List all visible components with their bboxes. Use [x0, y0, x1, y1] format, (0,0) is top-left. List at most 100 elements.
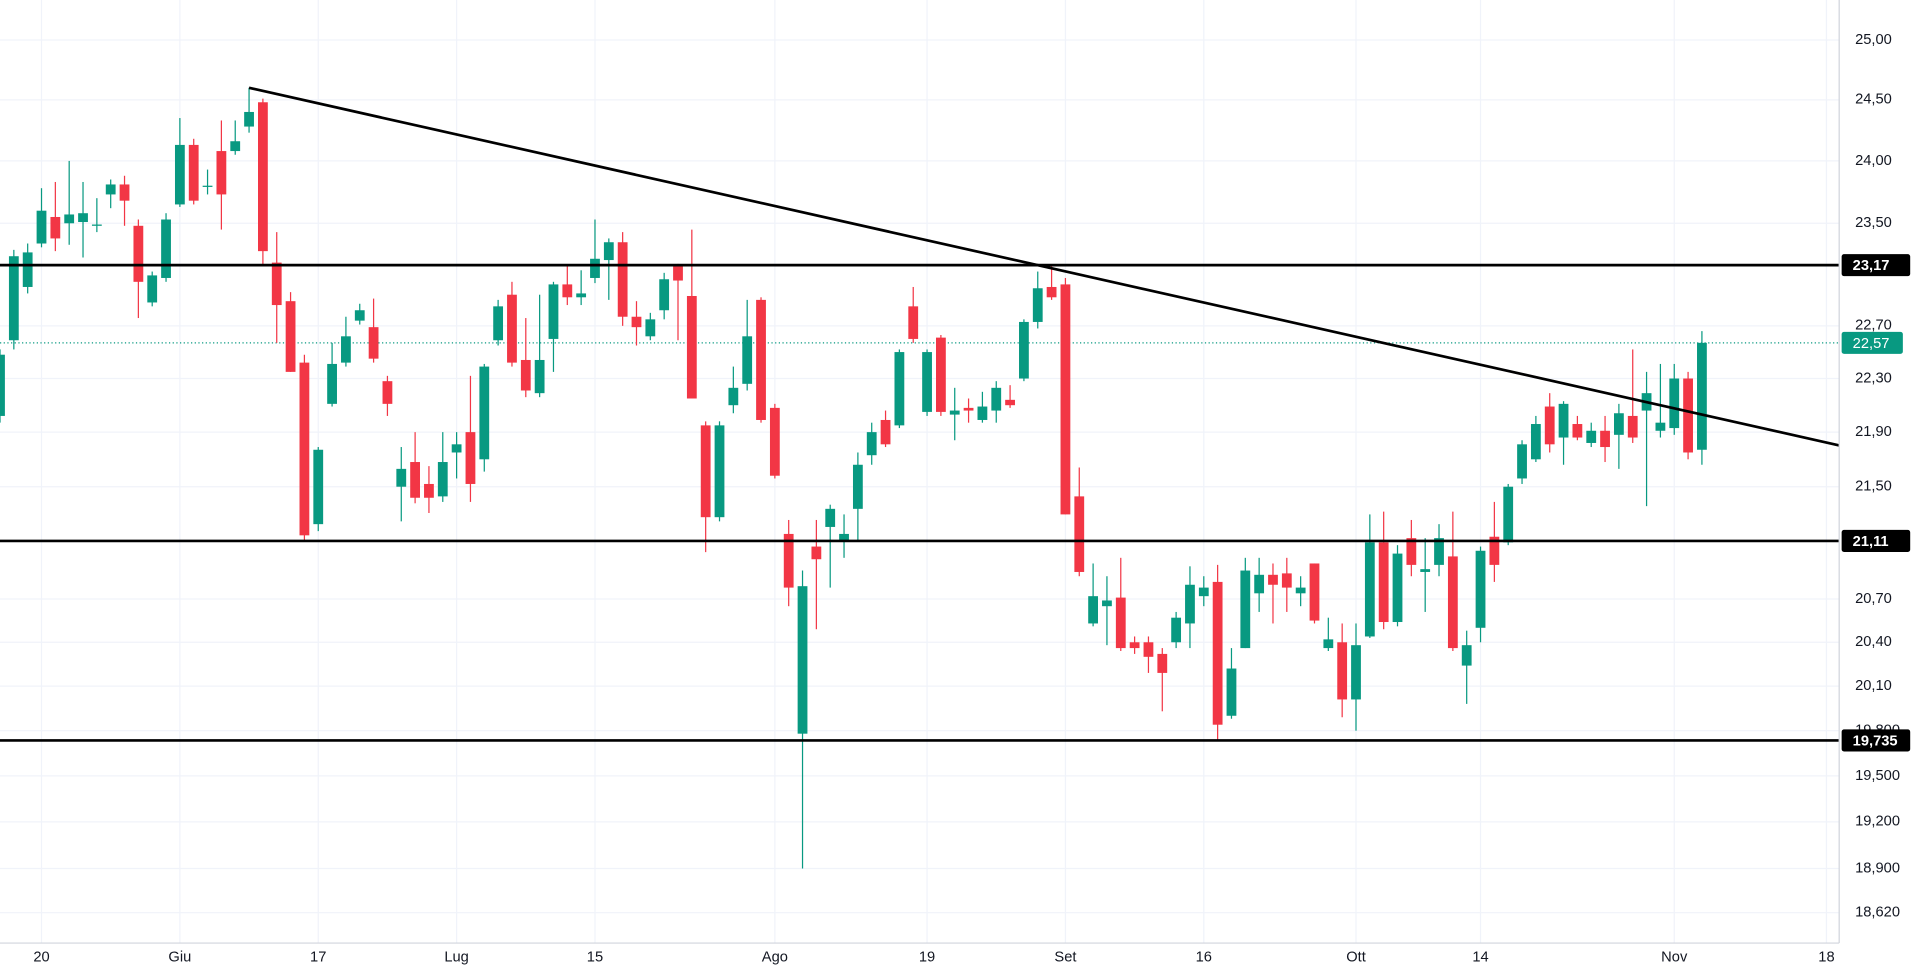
- level-badge: [1841, 529, 1911, 552]
- candle-body: [147, 275, 158, 303]
- x-tick-label: 15: [587, 950, 603, 966]
- axes: 25,00 24,50 24,00 23,50 22,70 22,30 21,90 21,50…: [33, 32, 1900, 966]
- candle-body: [1544, 406, 1555, 445]
- y-tick-label: 25,00: [1855, 32, 1892, 48]
- x-tick-label: 18: [1818, 950, 1834, 966]
- last-price-label: 22,57: [1853, 336, 1890, 352]
- last-price-badge: [1841, 331, 1903, 354]
- candle-body: [1129, 642, 1140, 649]
- candle-body: [465, 432, 476, 484]
- candle-body: [1185, 584, 1195, 624]
- candle-body: [382, 381, 393, 404]
- candle-body: [216, 151, 227, 195]
- candle-body: [603, 242, 614, 261]
- candle-body: [825, 508, 836, 527]
- candle-body: [368, 327, 379, 359]
- level-badge: [1841, 729, 1911, 752]
- candle-body: [700, 425, 711, 518]
- candle-body: [728, 387, 739, 406]
- candle-body: [1364, 542, 1375, 637]
- candle-body: [36, 210, 47, 244]
- candle-body: [299, 362, 310, 536]
- candle-body: [839, 533, 849, 541]
- candle-body: [1434, 538, 1444, 565]
- candle-body: [991, 387, 1002, 411]
- candle-body: [105, 184, 116, 195]
- candle-body: [1558, 403, 1569, 438]
- candle-body: [354, 310, 365, 321]
- candle-body: [1295, 587, 1306, 594]
- candle-body: [1046, 286, 1057, 298]
- y-tick-label: 20,10: [1855, 678, 1892, 694]
- y-tick-label: 19,500: [1855, 768, 1900, 784]
- candle-body: [1392, 553, 1403, 623]
- y-tick-label: 20,40: [1855, 634, 1892, 650]
- candle-body: [922, 352, 932, 412]
- candle-body: [1157, 653, 1168, 673]
- candle-body: [686, 295, 697, 399]
- candle-body: [852, 464, 863, 509]
- candle-body: [1614, 413, 1624, 435]
- candle-body: [327, 363, 337, 404]
- level-badge: [1841, 254, 1911, 277]
- x-tick-label: Giu: [168, 950, 191, 966]
- candle-body: [769, 407, 780, 476]
- candle-body: [908, 306, 919, 339]
- candle-body: [1060, 284, 1071, 515]
- candle-body: [119, 184, 130, 201]
- candle-body: [1517, 444, 1527, 479]
- candle-body: [244, 111, 254, 127]
- y-tick-label: 18,900: [1855, 860, 1900, 876]
- candle-body: [1240, 570, 1251, 649]
- candle-body: [880, 419, 891, 445]
- y-tick-label: 24,50: [1855, 92, 1892, 108]
- y-tick-label: 24,00: [1855, 153, 1892, 169]
- candle-body: [1683, 378, 1693, 453]
- candle-body: [1461, 645, 1472, 666]
- y-tick-label: 23,50: [1855, 215, 1892, 231]
- candle-body: [1005, 399, 1015, 406]
- candle-body: [894, 352, 905, 426]
- x-tick-label: Lug: [444, 950, 469, 966]
- candle-body: [590, 258, 600, 278]
- candle-body: [1115, 597, 1126, 649]
- candle-body: [1268, 574, 1278, 585]
- candle-body: [783, 533, 794, 588]
- candle-body: [797, 586, 808, 734]
- candle-body: [1143, 642, 1154, 657]
- candle-body: [1503, 486, 1514, 543]
- candle-body: [230, 141, 241, 152]
- trendline: [248, 86, 1840, 447]
- y-tick-label: 21,50: [1855, 479, 1892, 495]
- candle-body: [174, 144, 185, 205]
- candle-body: [285, 301, 296, 372]
- candle-body: [22, 252, 33, 287]
- candle-body: [424, 483, 434, 498]
- candle-body: [936, 337, 946, 412]
- candle-body: [714, 425, 725, 518]
- y-tick-label: 19,200: [1855, 814, 1900, 830]
- candle-body: [1489, 536, 1500, 565]
- candle-body: [576, 293, 587, 298]
- candle-body: [78, 213, 88, 223]
- candle-body: [1102, 600, 1112, 607]
- candle-body: [1337, 642, 1348, 700]
- y-tick-label: 18,620: [1855, 905, 1900, 921]
- candle-body: [202, 185, 213, 187]
- candle-body: [1019, 321, 1029, 379]
- candle-body: [1171, 617, 1182, 643]
- candle-body: [534, 359, 545, 394]
- candle-body: [1074, 496, 1085, 572]
- y-tick-label: 22,70: [1855, 318, 1892, 334]
- plot-area: [0, 86, 1840, 869]
- candle-body: [341, 336, 351, 363]
- candle-body: [1655, 422, 1666, 431]
- x-tick-label: Nov: [1661, 950, 1688, 966]
- candle-body: [1323, 639, 1334, 649]
- candle-body: [50, 216, 61, 239]
- candle-body: [1406, 538, 1417, 565]
- candle-body: [133, 225, 144, 282]
- y-tick-label: 20,70: [1855, 591, 1892, 607]
